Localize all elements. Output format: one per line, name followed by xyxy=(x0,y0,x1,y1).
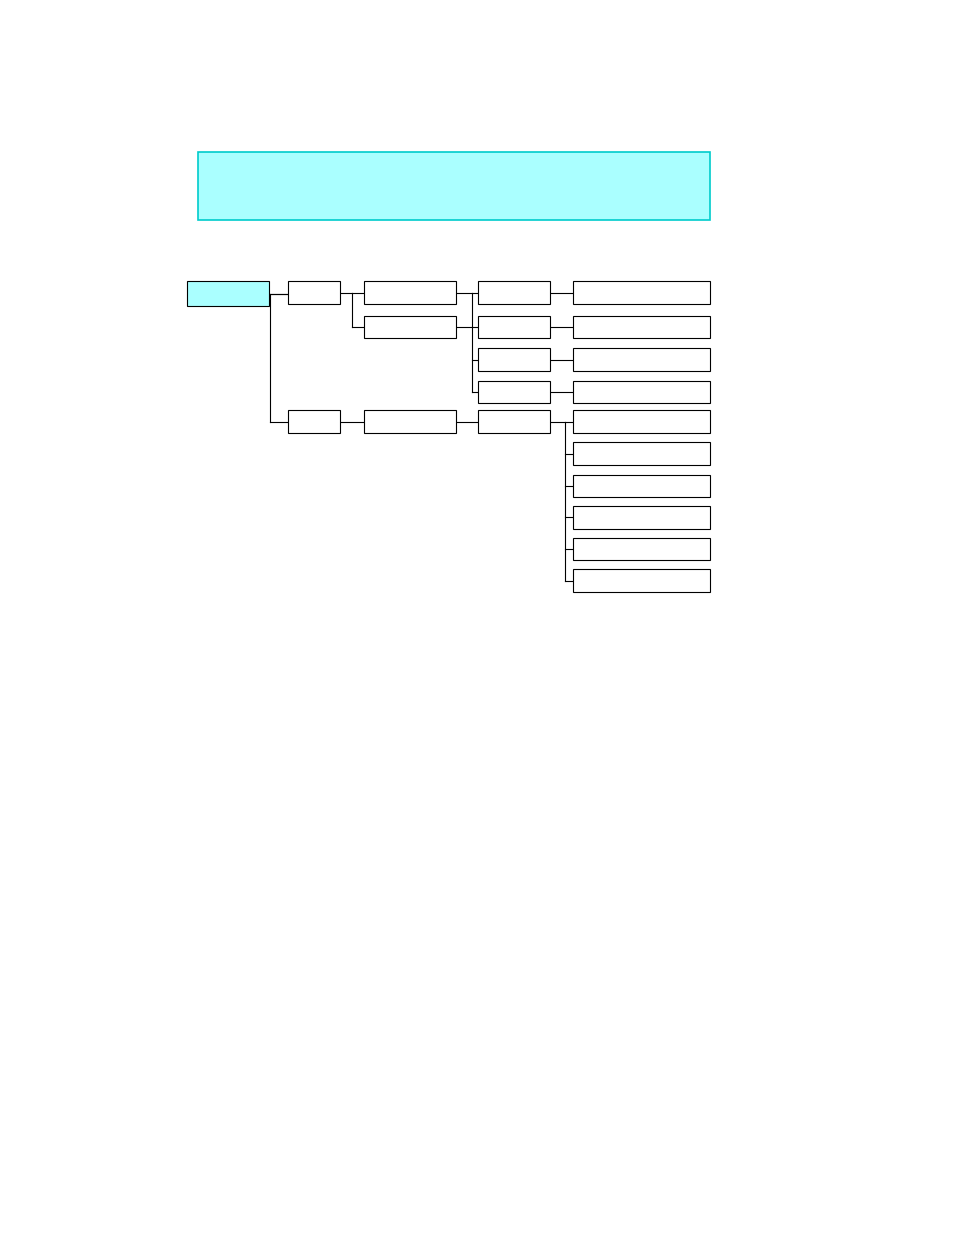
Bar xyxy=(477,316,550,338)
Bar xyxy=(364,282,456,304)
Bar xyxy=(572,410,709,433)
Bar xyxy=(477,410,550,433)
Bar xyxy=(364,410,456,433)
Bar xyxy=(477,348,550,370)
Bar xyxy=(572,380,709,403)
Bar xyxy=(572,506,709,529)
Bar xyxy=(572,442,709,464)
Bar xyxy=(288,410,340,433)
Bar xyxy=(477,380,550,403)
Bar xyxy=(572,537,709,561)
Bar xyxy=(477,282,550,304)
Bar xyxy=(197,152,709,220)
Bar xyxy=(572,316,709,338)
Bar xyxy=(288,282,340,304)
Bar xyxy=(187,282,269,306)
Bar xyxy=(572,348,709,370)
Bar xyxy=(572,569,709,592)
Bar xyxy=(572,474,709,496)
Bar xyxy=(364,316,456,338)
Bar xyxy=(572,282,709,304)
